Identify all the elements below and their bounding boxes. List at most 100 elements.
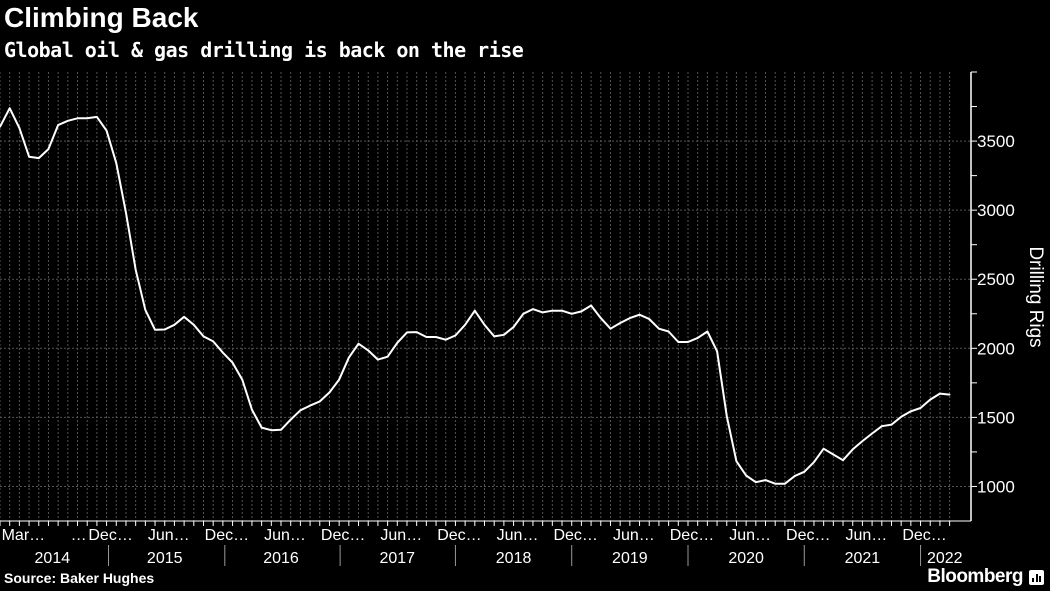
data-point <box>658 327 660 330</box>
year-label: 2022 <box>927 550 963 567</box>
data-point <box>609 327 612 330</box>
data-point <box>396 341 399 344</box>
x-tick-label: Jun… <box>148 527 190 544</box>
data-point <box>861 440 864 442</box>
data-point <box>483 324 486 326</box>
data-point <box>851 448 854 451</box>
data-point <box>154 328 156 331</box>
data-point <box>425 336 428 338</box>
data-point <box>212 340 214 343</box>
data-point <box>134 269 137 271</box>
data-point <box>619 322 621 324</box>
data-point <box>348 356 350 359</box>
data-point <box>105 129 108 132</box>
data-point <box>522 312 525 315</box>
x-tick-label: Dec… <box>553 527 597 544</box>
data-point <box>270 429 273 432</box>
data-point <box>648 318 651 320</box>
data-point <box>822 447 825 450</box>
data-point <box>745 474 747 477</box>
data-point <box>299 409 302 412</box>
data-point <box>260 426 263 429</box>
data-point <box>667 330 670 333</box>
data-point <box>193 324 195 326</box>
data-point <box>929 398 932 401</box>
data-point <box>629 317 631 319</box>
data-point <box>67 119 69 122</box>
x-tick-label: Jun… <box>729 527 771 544</box>
data-point <box>280 429 282 431</box>
data-point <box>435 336 437 338</box>
x-tick-label: Dec… <box>670 527 714 544</box>
y-tick-label: 3500 <box>977 132 1015 151</box>
data-point <box>377 358 379 361</box>
chart-title: Climbing Back <box>4 2 199 33</box>
data-point <box>357 342 360 345</box>
data-point <box>328 391 331 394</box>
data-point <box>37 157 40 159</box>
data-point <box>115 162 118 164</box>
data-point <box>144 308 147 311</box>
x-tick-label: Dec… <box>437 527 481 544</box>
data-point <box>309 404 311 407</box>
data-point <box>725 415 728 418</box>
y-tick-label: 1500 <box>977 408 1015 427</box>
x-tick-label: Jun… <box>380 527 422 544</box>
x-tick-label: Jun… <box>264 527 306 544</box>
source-note: Source: Baker Hughes <box>4 570 155 586</box>
data-point <box>687 341 689 343</box>
data-point <box>784 482 786 485</box>
x-tick-label: Mar… <box>2 527 46 544</box>
data-point <box>696 337 699 339</box>
data-point <box>735 460 738 462</box>
data-point <box>338 378 340 381</box>
data-point <box>948 393 951 396</box>
data-point <box>580 310 583 313</box>
y-axis-label: Drilling Rigs <box>1025 246 1046 347</box>
data-point <box>386 355 389 358</box>
year-label: 2019 <box>612 550 648 567</box>
data-point <box>406 331 408 334</box>
data-point <box>222 351 224 354</box>
data-point <box>367 349 370 352</box>
data-point <box>541 311 544 314</box>
data-point <box>813 461 815 463</box>
brand-name: Bloomberg <box>927 566 1023 587</box>
data-point <box>18 127 21 129</box>
chart-subtitle: Global oil & gas drilling is back on the… <box>4 38 524 62</box>
data-point <box>464 324 466 326</box>
data-point <box>125 212 127 214</box>
data-point <box>774 482 776 485</box>
data-point <box>570 312 573 315</box>
data-point <box>599 317 602 319</box>
data-point <box>444 338 447 341</box>
data-point <box>512 326 515 328</box>
series-layer <box>0 107 951 485</box>
data-point <box>173 324 176 326</box>
year-label: 2018 <box>496 550 532 567</box>
chart-icon <box>1029 569 1044 585</box>
data-point <box>638 313 641 316</box>
y-tick-label: 1000 <box>977 477 1015 496</box>
year-label: 2017 <box>379 550 415 567</box>
x-tick-label: Dec… <box>88 527 132 544</box>
y-tick-label: 2500 <box>977 270 1015 289</box>
data-point <box>289 418 292 421</box>
data-point <box>493 335 495 338</box>
data-point <box>590 304 592 307</box>
data-point <box>764 479 767 481</box>
x-tick-label: Dec… <box>902 527 946 544</box>
data-point <box>793 475 796 477</box>
data-point <box>803 471 806 473</box>
data-point <box>755 481 757 483</box>
year-label: 2020 <box>728 550 764 567</box>
year-label: 2014 <box>35 550 71 567</box>
data-point <box>231 361 234 364</box>
data-point <box>871 432 873 435</box>
y-tick-label: 3000 <box>977 201 1015 220</box>
data-point <box>86 117 89 120</box>
x-tick-label: Jun… <box>846 527 888 544</box>
data-point <box>910 410 912 413</box>
